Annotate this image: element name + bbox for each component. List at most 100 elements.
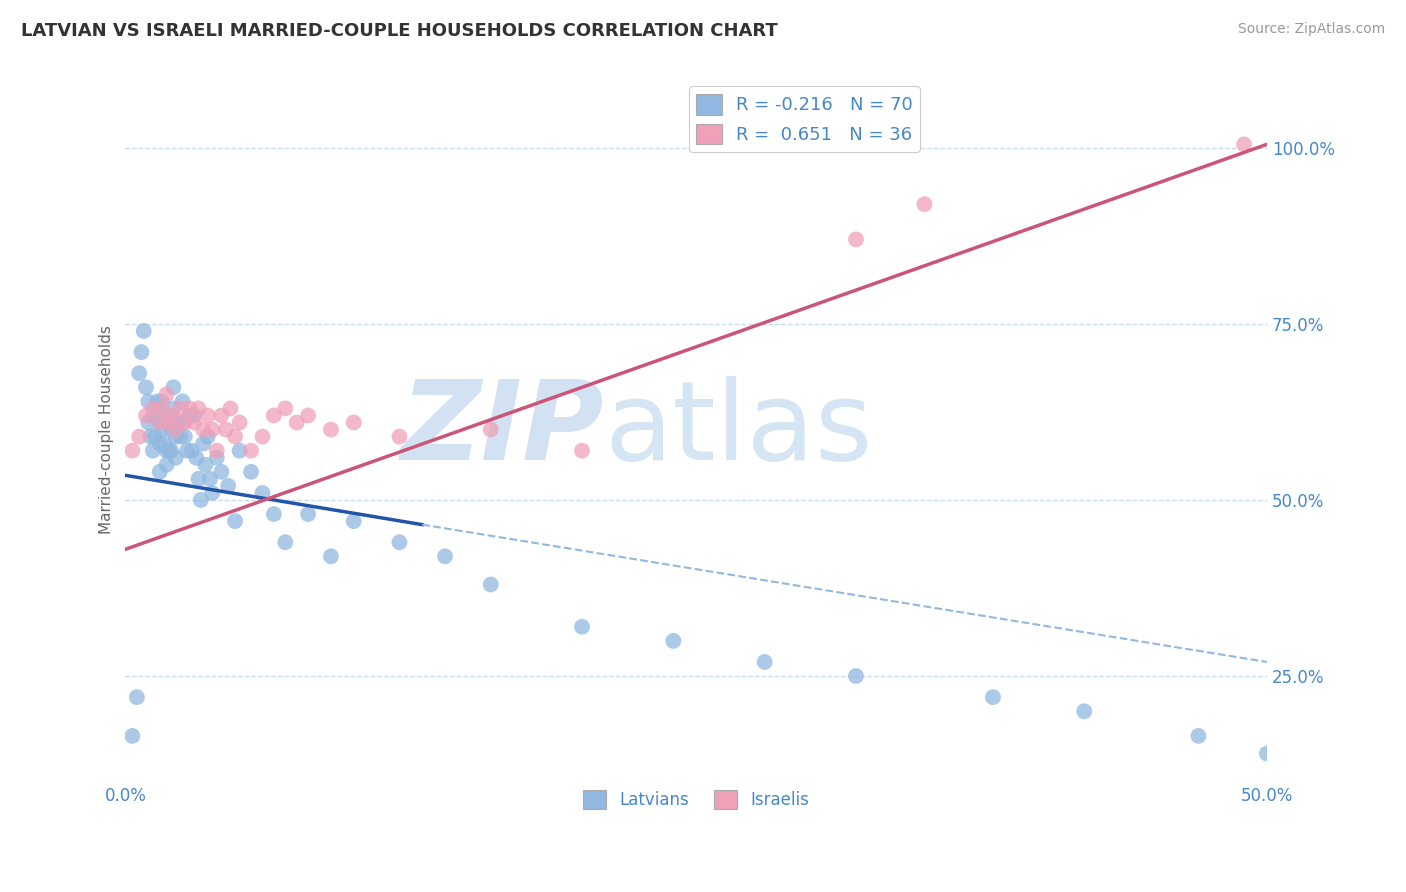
- Text: ZIP: ZIP: [401, 376, 605, 483]
- Point: [128, 366, 150, 380]
- Point: [224, 429, 246, 443]
- Point: [297, 507, 319, 521]
- Point: [205, 450, 228, 465]
- Point: [162, 380, 184, 394]
- Point: [167, 416, 190, 430]
- Point: [155, 387, 177, 401]
- Point: [186, 450, 208, 465]
- Point: [150, 401, 173, 416]
- Point: [157, 416, 180, 430]
- Point: [143, 429, 166, 443]
- Point: [183, 409, 205, 423]
- Point: [136, 416, 159, 430]
- Point: [153, 436, 176, 450]
- Point: [274, 535, 297, 549]
- Point: [252, 486, 274, 500]
- Point: [388, 429, 411, 443]
- Point: [183, 416, 205, 430]
- Point: [157, 443, 180, 458]
- Point: [914, 197, 936, 211]
- Point: [197, 409, 219, 423]
- Point: [132, 324, 155, 338]
- Point: [1256, 747, 1278, 761]
- Point: [1187, 729, 1209, 743]
- Y-axis label: Married-couple Households: Married-couple Households: [100, 325, 114, 534]
- Point: [274, 401, 297, 416]
- Point: [297, 409, 319, 423]
- Point: [187, 472, 209, 486]
- Point: [981, 690, 1004, 705]
- Legend: Latvians, Israelis: Latvians, Israelis: [576, 783, 817, 815]
- Point: [125, 690, 148, 705]
- Point: [219, 401, 242, 416]
- Point: [135, 380, 157, 394]
- Point: [131, 345, 153, 359]
- Point: [263, 507, 285, 521]
- Point: [319, 423, 342, 437]
- Point: [217, 479, 239, 493]
- Point: [146, 394, 169, 409]
- Point: [343, 416, 366, 430]
- Point: [845, 232, 868, 246]
- Text: atlas: atlas: [605, 376, 873, 483]
- Point: [479, 423, 502, 437]
- Point: [136, 394, 159, 409]
- Point: [252, 429, 274, 443]
- Point: [224, 514, 246, 528]
- Point: [319, 549, 342, 564]
- Point: [157, 416, 180, 430]
- Point: [190, 493, 212, 508]
- Point: [179, 409, 201, 423]
- Point: [479, 577, 502, 591]
- Point: [187, 401, 209, 416]
- Point: [165, 450, 187, 465]
- Point: [194, 458, 217, 472]
- Point: [149, 416, 172, 430]
- Point: [201, 486, 224, 500]
- Point: [263, 409, 285, 423]
- Point: [198, 472, 221, 486]
- Point: [240, 465, 263, 479]
- Point: [285, 416, 308, 430]
- Point: [150, 423, 173, 437]
- Point: [160, 443, 183, 458]
- Point: [205, 443, 228, 458]
- Point: [142, 401, 165, 416]
- Point: [165, 429, 187, 443]
- Text: LATVIAN VS ISRAELI MARRIED-COUPLE HOUSEHOLDS CORRELATION CHART: LATVIAN VS ISRAELI MARRIED-COUPLE HOUSEH…: [21, 22, 778, 40]
- Point: [149, 436, 172, 450]
- Point: [172, 416, 194, 430]
- Point: [160, 409, 183, 423]
- Point: [343, 514, 366, 528]
- Point: [197, 429, 219, 443]
- Point: [845, 669, 868, 683]
- Point: [228, 443, 250, 458]
- Point: [209, 409, 232, 423]
- Point: [121, 443, 143, 458]
- Point: [240, 443, 263, 458]
- Point: [571, 443, 593, 458]
- Point: [209, 465, 232, 479]
- Point: [1233, 137, 1256, 152]
- Point: [754, 655, 776, 669]
- Point: [215, 423, 238, 437]
- Point: [571, 620, 593, 634]
- Point: [135, 409, 157, 423]
- Text: Source: ZipAtlas.com: Source: ZipAtlas.com: [1237, 22, 1385, 37]
- Point: [149, 416, 172, 430]
- Point: [155, 458, 177, 472]
- Point: [169, 401, 191, 416]
- Point: [150, 394, 173, 409]
- Point: [165, 423, 187, 437]
- Point: [176, 443, 198, 458]
- Point: [173, 416, 195, 430]
- Point: [172, 394, 194, 409]
- Point: [160, 423, 183, 437]
- Point: [388, 535, 411, 549]
- Point: [155, 443, 177, 458]
- Point: [162, 401, 184, 416]
- Point: [173, 429, 195, 443]
- Point: [149, 465, 172, 479]
- Point: [128, 429, 150, 443]
- Point: [179, 401, 201, 416]
